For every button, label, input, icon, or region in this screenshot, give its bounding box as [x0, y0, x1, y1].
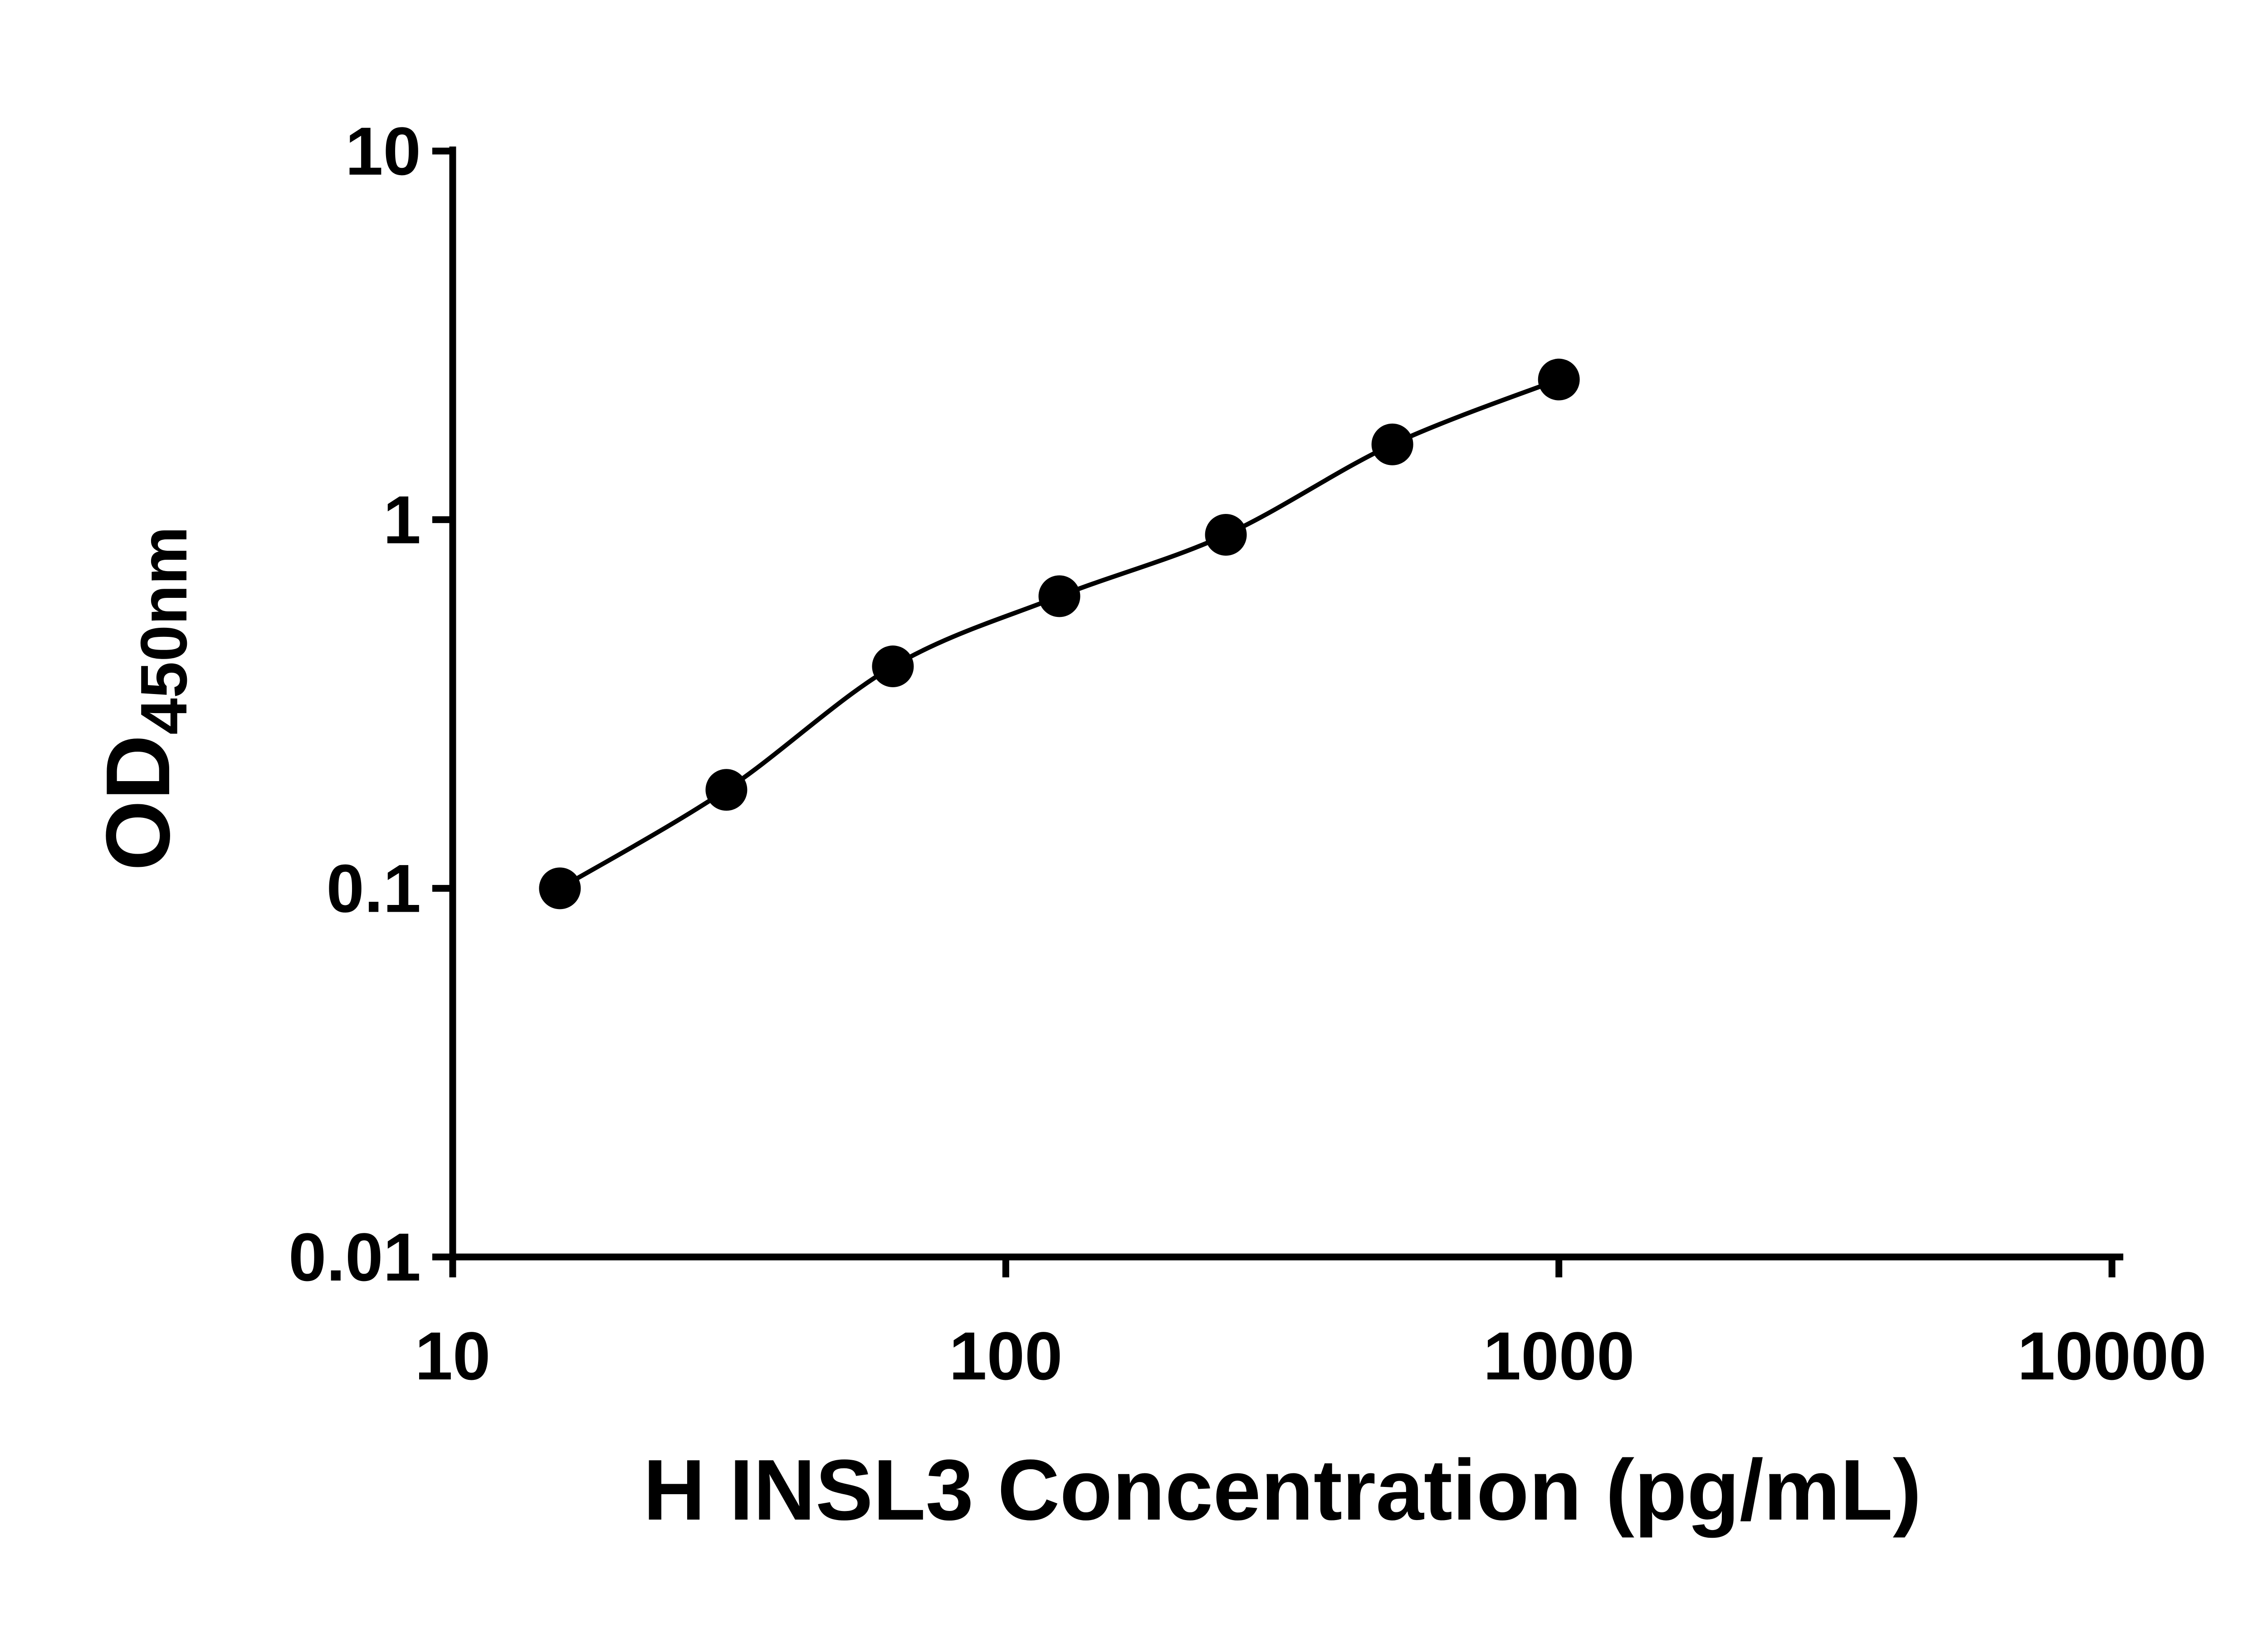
- data-point: [1371, 423, 1413, 465]
- y-axis-tick-label: 0.1: [326, 850, 421, 926]
- data-point: [539, 867, 581, 909]
- y-axis-title: OD450nm: [88, 526, 200, 870]
- y-axis-tick-label: 1: [383, 482, 421, 558]
- x-axis-tick-label: 100: [949, 1318, 1062, 1394]
- y-axis-tick-label: 10: [345, 113, 421, 189]
- data-point: [1038, 575, 1080, 617]
- y-axis-title-main: OD: [88, 735, 189, 871]
- x-axis-tick-label: 1000: [1483, 1318, 1635, 1394]
- data-point: [872, 645, 914, 688]
- data-point: [1538, 358, 1580, 401]
- axis-lines: [449, 147, 2123, 1261]
- data-point: [1205, 513, 1247, 556]
- y-axis-tick-label: 0.01: [288, 1219, 421, 1295]
- data-point: [705, 769, 748, 811]
- x-axis-tick-label: 10000: [2017, 1318, 2206, 1394]
- plot-area: 10 100 1000 10000 0.01 0.1 1 10: [288, 113, 2207, 1394]
- x-axis-tick-label: 10: [415, 1318, 491, 1394]
- x-axis-title: H INSL3 Concentration (pg/mL): [643, 1442, 1921, 1538]
- y-axis-title-subscript: 450nm: [127, 526, 200, 734]
